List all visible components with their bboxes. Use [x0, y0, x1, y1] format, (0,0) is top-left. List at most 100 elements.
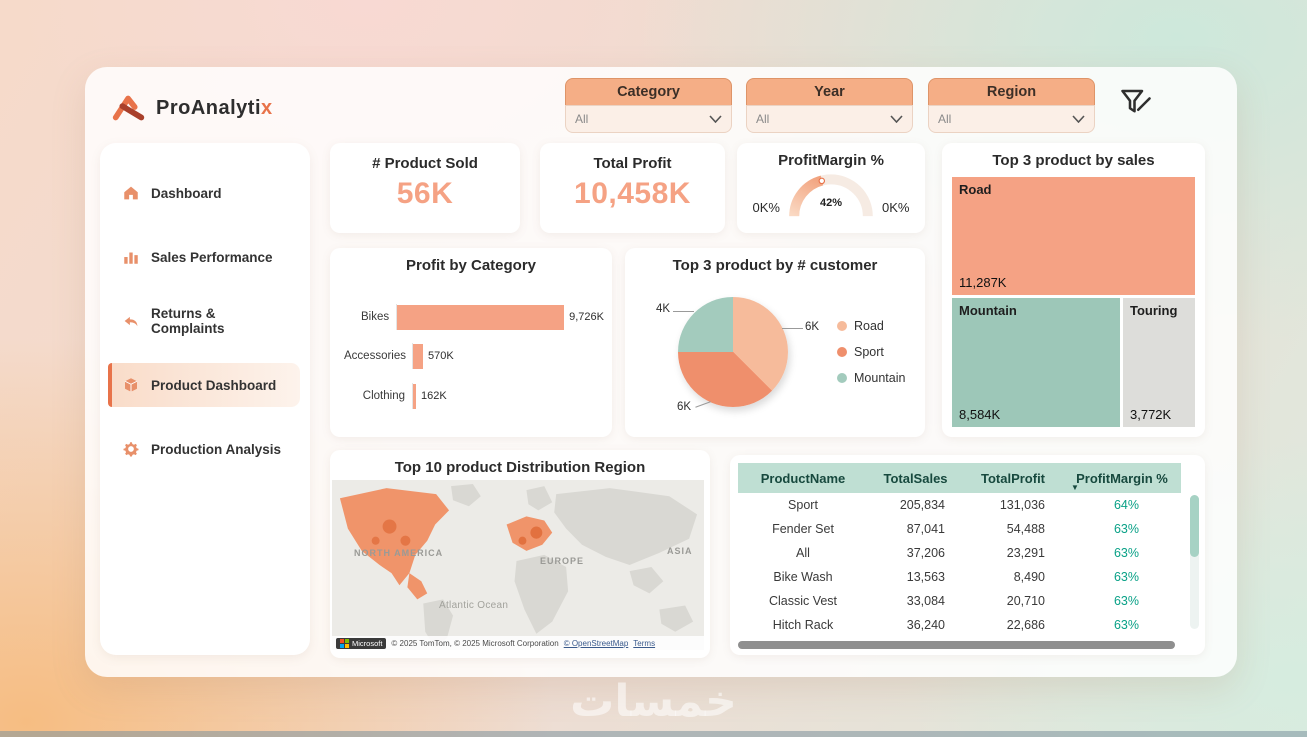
sidebar-item-sales-performance[interactable]: Sales Performance: [110, 235, 300, 279]
legend-item-sport[interactable]: Sport: [837, 345, 884, 359]
bar-chart-title: Profit by Category: [405, 257, 537, 274]
table-horizontal-scrollbar[interactable]: [738, 641, 1175, 649]
table-row[interactable]: Sport 205,834 131,036 64%: [738, 493, 1181, 517]
slicer-region-dropdown[interactable]: All: [928, 105, 1095, 133]
bar-chart-icon: [124, 252, 138, 264]
sidebar-item-label: Production Analysis: [151, 441, 282, 457]
world-map[interactable]: NORTH AMERICA EUROPE ASIA Atlantic Ocean: [332, 480, 704, 650]
gauge-value-label: 42%: [819, 197, 843, 209]
sidebar-item-label: Sales Performance: [151, 249, 273, 265]
cell-total-profit: 22,686: [1006, 618, 1045, 632]
cell-total-sales: 37,206: [906, 546, 945, 560]
table-header-row: ProductName TotalSales TotalProfit ▼ Prof…: [738, 463, 1181, 493]
table-row[interactable]: Bike Wash 13,563 8,490 63%: [738, 565, 1181, 589]
customer-pie[interactable]: [678, 297, 788, 407]
brand-name: ProAnalytix: [156, 97, 273, 120]
terms-link[interactable]: Terms: [633, 638, 656, 648]
slicer-category-dropdown[interactable]: All: [565, 105, 732, 133]
bottom-edge-strip: [0, 731, 1307, 737]
bar-value-label: 162K: [421, 390, 447, 402]
cell-total-profit: 8,490: [1013, 570, 1045, 584]
bar-row-bikes: Bikes 9,726K: [344, 304, 604, 330]
column-header-label: TotalProfit: [980, 470, 1046, 486]
cell-profit-margin: 64%: [1113, 498, 1139, 512]
slicer-region-label: Region: [986, 84, 1037, 100]
cell-total-sales: 33,084: [906, 594, 945, 608]
pie-leader-line: [695, 401, 711, 408]
slicer-year-label: Year: [814, 84, 845, 100]
table-vertical-scrollbar[interactable]: [1190, 495, 1199, 629]
cell-product-name: Hitch Rack: [772, 618, 834, 632]
map-label-atlantic-ocean: Atlantic Ocean: [439, 600, 509, 611]
table-row[interactable]: Hitch Rack 36,240 22,686 63%: [738, 613, 1181, 637]
bar-value-label: 570K: [428, 350, 454, 362]
legend-dot-sport: [837, 347, 847, 357]
table-row[interactable]: Fender Set 87,041 54,488 63%: [738, 517, 1181, 541]
openstreetmap-link[interactable]: © OpenStreetMap: [563, 638, 629, 648]
table-row[interactable]: Classic Vest 33,084 20,710 63%: [738, 589, 1181, 613]
legend-item-mountain[interactable]: Mountain: [837, 371, 905, 385]
slicer-year-value: All: [756, 112, 770, 126]
treemap-block-road[interactable]: Road 11,287K: [952, 177, 1195, 295]
column-header-totalsales[interactable]: TotalSales: [868, 463, 963, 493]
dashboard-surface: ProAnalytix Category All Year All Region…: [85, 67, 1237, 677]
bar-category-label: Bikes: [361, 311, 390, 323]
slicer-region: Region All: [928, 78, 1095, 133]
legend-label: Road: [854, 319, 884, 333]
attribution-text: © 2025 TomTom, © 2025 Microsoft Corporat…: [391, 638, 559, 648]
cell-total-sales: 205,834: [899, 498, 945, 512]
table-row[interactable]: All 37,206 23,291 63%: [738, 541, 1181, 565]
scrollbar-thumb[interactable]: [1190, 495, 1199, 557]
cell-total-profit: 54,488: [1006, 522, 1045, 536]
sidebar-item-label: Dashboard: [151, 185, 222, 201]
legend-item-road[interactable]: Road: [837, 319, 884, 333]
map-title: Top 10 product Distribution Region: [394, 459, 646, 476]
map-card: Top 10 product Distribution Region: [330, 450, 710, 658]
bar-clothing[interactable]: [413, 383, 416, 409]
treemap-value: 11,287K: [959, 275, 1007, 290]
treemap-block-touring[interactable]: Touring 3,772K: [1123, 298, 1195, 427]
gauge-arc: 42%: [785, 173, 877, 221]
bar-accessories[interactable]: [413, 343, 423, 369]
funnel-slash-icon: [1121, 89, 1151, 113]
sidebar-item-production-analysis[interactable]: Production Analysis: [110, 427, 300, 471]
home-icon: [124, 186, 138, 200]
clear-filters-button[interactable]: [1118, 85, 1154, 121]
kpi-product-sold-title: # Product Sold: [372, 155, 478, 172]
treemap-label: Touring: [1130, 303, 1178, 318]
profit-by-category-card: Profit by Category Bikes 9,726K Accessor…: [330, 248, 612, 437]
column-header-productname[interactable]: ProductName: [738, 463, 868, 493]
sidebar-item-dashboard[interactable]: Dashboard: [110, 171, 300, 215]
treemap-block-mountain[interactable]: Mountain 8,584K: [952, 298, 1120, 427]
package-icon: [124, 378, 138, 392]
bar-row-clothing: Clothing 162K: [344, 383, 604, 409]
map-label-north-america: NORTH AMERICA: [354, 548, 444, 558]
cell-profit-margin: 63%: [1113, 522, 1139, 536]
legend-dot-road: [837, 321, 847, 331]
column-header-totalprofit[interactable]: TotalProfit: [963, 463, 1063, 493]
bar-bikes[interactable]: [397, 304, 565, 330]
cell-product-name: All: [796, 546, 810, 560]
slicer-year-dropdown[interactable]: All: [746, 105, 913, 133]
sidebar-item-label: Product Dashboard: [151, 377, 277, 393]
column-header-profitmargin[interactable]: ▼ ProfitMargin %: [1063, 463, 1181, 493]
profit-margin-gauge: 0K% 42% 0K%: [737, 173, 925, 221]
gear-icon: [123, 442, 139, 457]
bar-value-label: 9,726K: [569, 311, 604, 323]
chevron-down-icon: [709, 115, 722, 123]
bar-category-label: Clothing: [362, 390, 405, 402]
sidebar-item-product-dashboard[interactable]: Product Dashboard: [108, 363, 300, 407]
treemap-card: Top 3 product by sales Road 11,287K Moun…: [942, 143, 1205, 437]
cell-product-name: Classic Vest: [768, 594, 838, 608]
map-label-asia: ASIA: [667, 546, 693, 556]
kpi-profit-margin-title: ProfitMargin %: [778, 152, 884, 169]
slicer-year: Year All: [746, 78, 913, 133]
top3-customer-card: Top 3 product by # customer 4K 6K 6K Roa…: [625, 248, 925, 437]
microsoft-label: Microsoft: [352, 638, 383, 648]
sidebar-item-returns-complaints[interactable]: Returns & Complaints: [110, 299, 300, 343]
reply-arrow-icon: [124, 316, 138, 327]
column-header-label: TotalSales: [883, 470, 948, 486]
microsoft-squares-icon: [340, 638, 349, 648]
kpi-product-sold-card: # Product Sold 56K: [330, 143, 520, 233]
